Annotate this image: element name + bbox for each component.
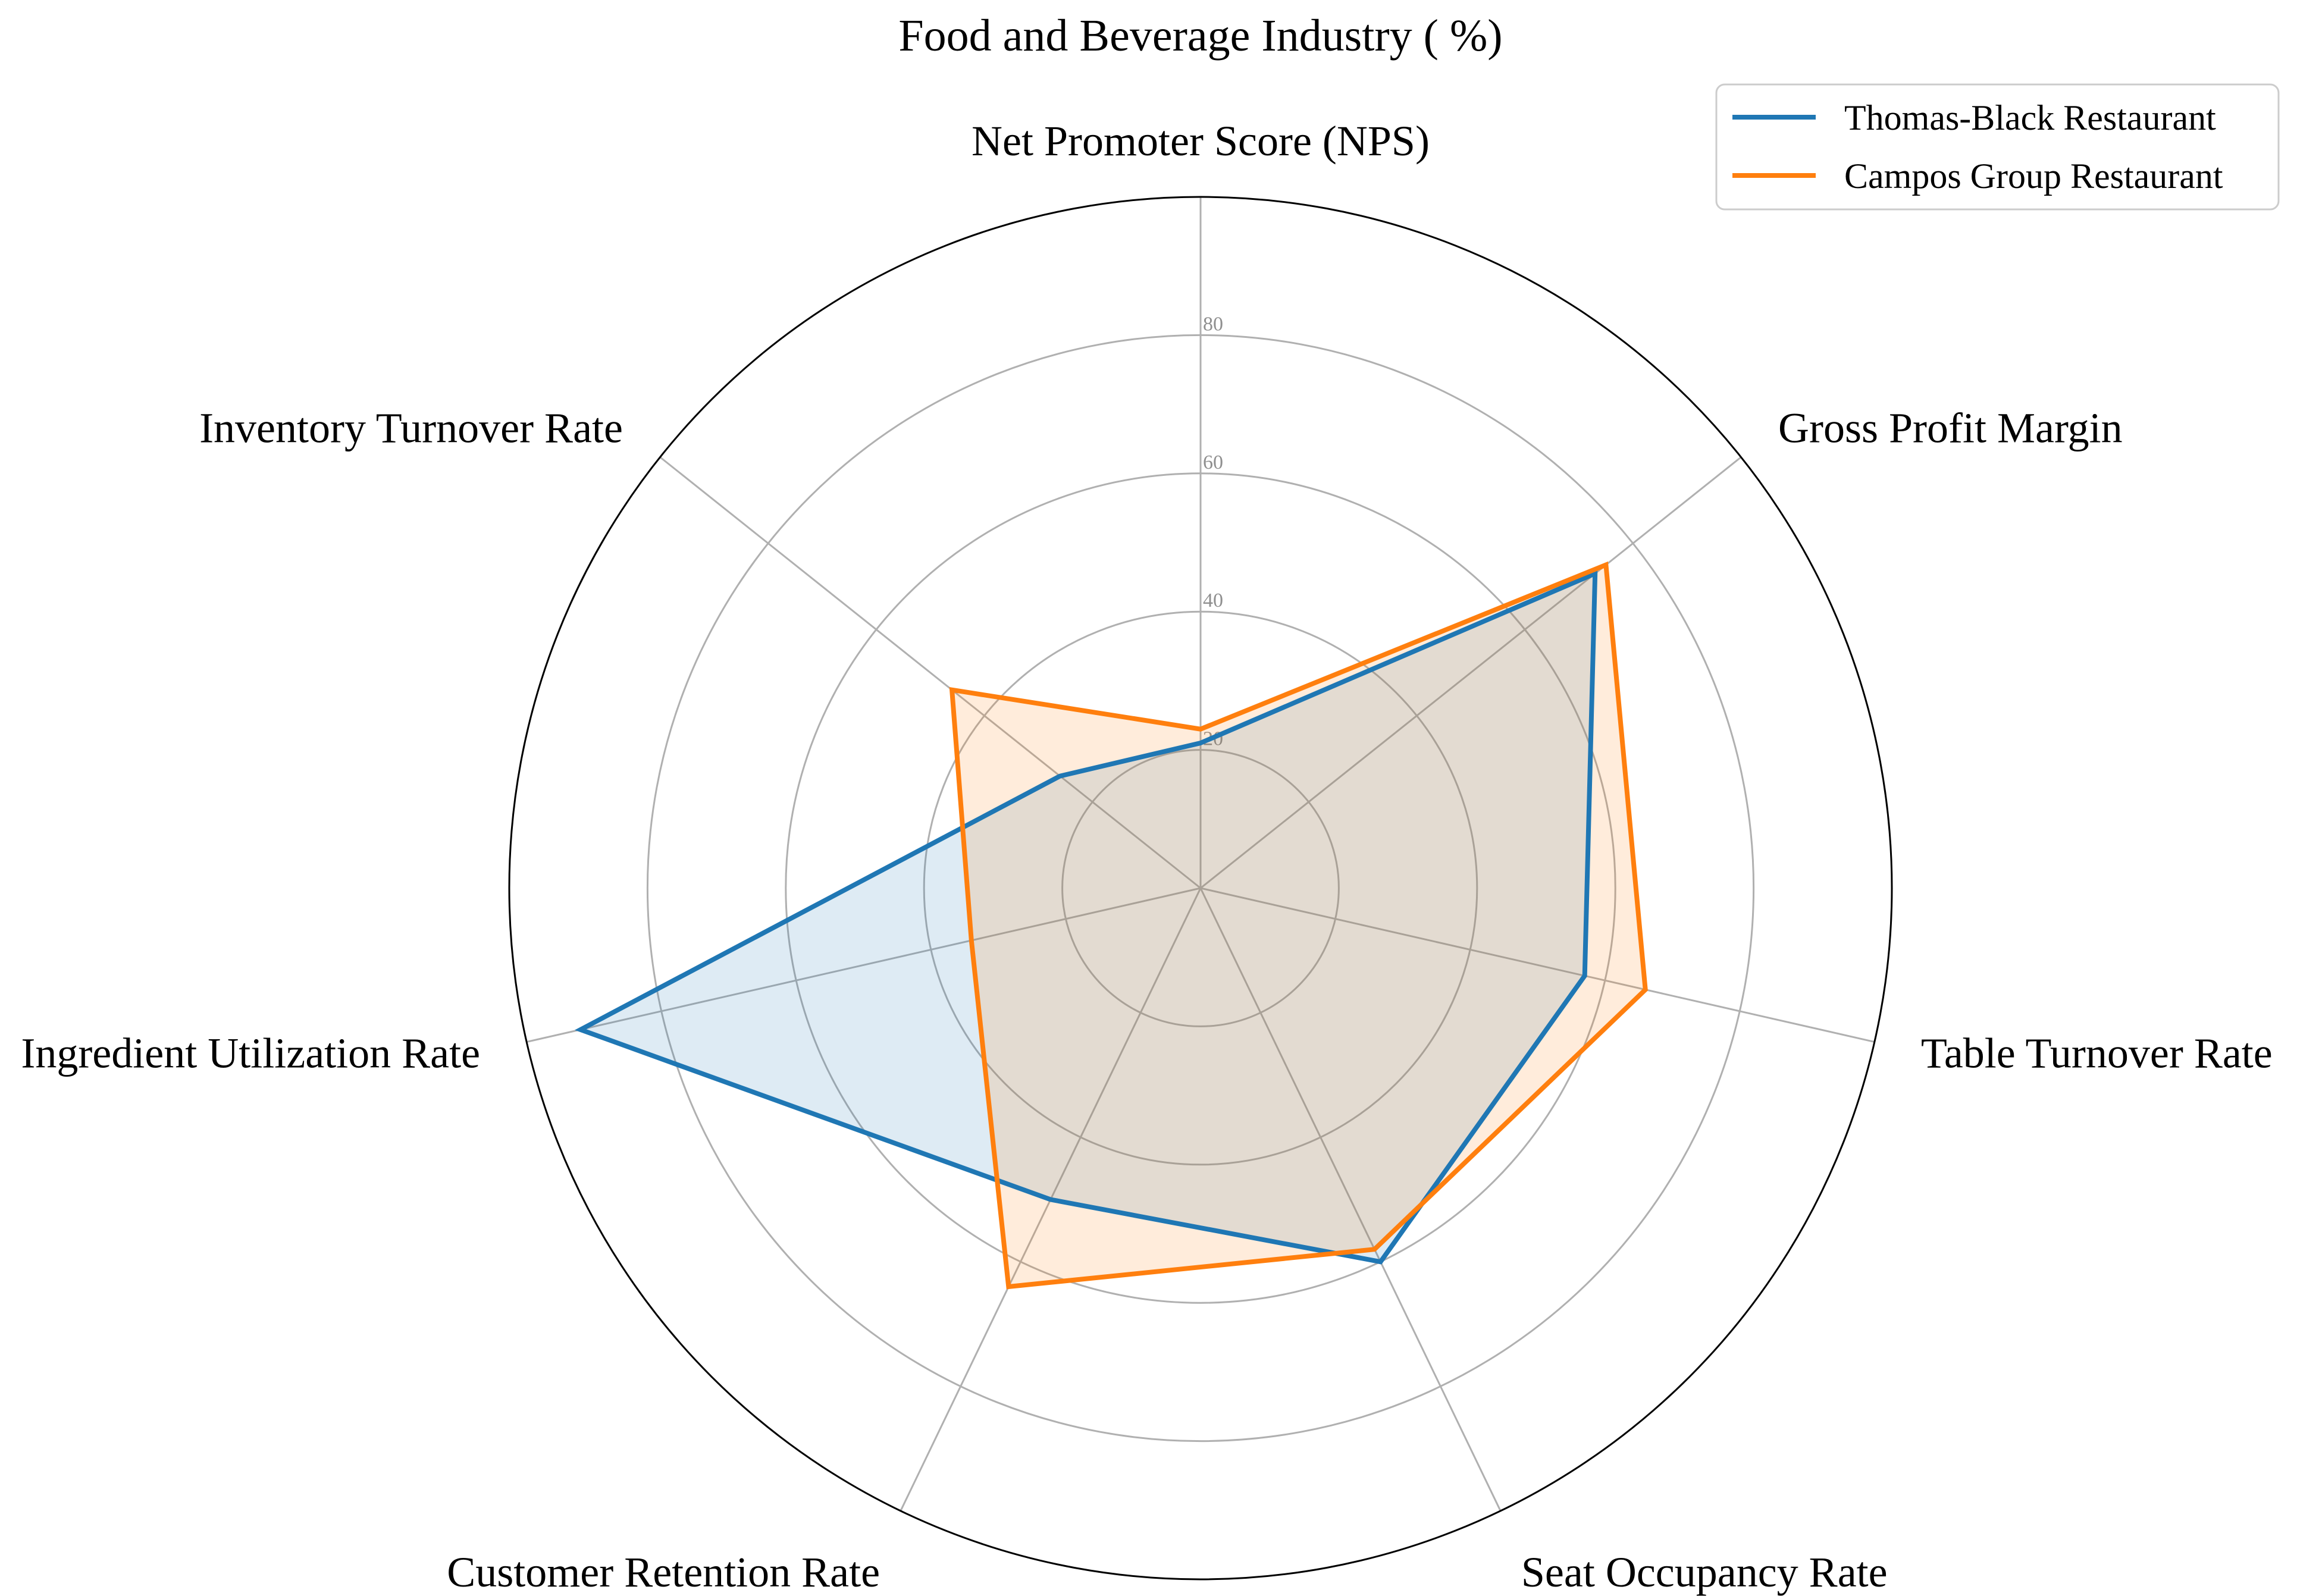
data-point bbox=[1644, 988, 1647, 991]
data-point bbox=[1583, 974, 1586, 977]
data-point bbox=[1373, 1248, 1376, 1251]
data-point bbox=[1007, 1285, 1010, 1288]
data-point bbox=[1199, 728, 1202, 730]
data-point bbox=[1049, 1198, 1052, 1201]
legend-frame bbox=[1715, 83, 2280, 211]
radar-series bbox=[574, 561, 1648, 1290]
legend-label-campos-group: Campos Group Restaurant bbox=[1844, 156, 2223, 196]
axis-labels: Net Promoter Score (NPS) Gross Profit Mar… bbox=[21, 117, 2272, 1596]
category-label: Seat Occupancy Rate bbox=[1521, 1548, 1888, 1596]
legend-label-thomas-black: Thomas-Black Restaurant bbox=[1844, 98, 2216, 137]
category-label: Customer Retention Rate bbox=[447, 1548, 880, 1596]
data-point bbox=[579, 1028, 582, 1031]
spoke-6 bbox=[659, 456, 1201, 889]
data-point bbox=[1058, 775, 1061, 777]
radial-tick-label: 40 bbox=[1203, 590, 1223, 612]
radial-tick-label: 80 bbox=[1203, 313, 1223, 335]
data-point bbox=[1605, 563, 1607, 566]
spoke-3 bbox=[1199, 888, 1502, 1512]
legend: Thomas-Black Restaurant Campos Group Res… bbox=[1715, 83, 2280, 211]
category-label: Gross Profit Margin bbox=[1778, 405, 2123, 452]
data-point bbox=[1199, 742, 1202, 744]
data-point bbox=[1379, 1261, 1382, 1263]
category-label: Table Turnover Rate bbox=[1921, 1029, 2273, 1077]
category-label: Inventory Turnover Rate bbox=[199, 405, 623, 452]
series-area-0 bbox=[580, 573, 1596, 1262]
category-label: Net Promoter Score (NPS) bbox=[972, 117, 1430, 165]
series-line-0 bbox=[574, 569, 1598, 1265]
spoke-2 bbox=[1200, 887, 1875, 1043]
data-point bbox=[951, 688, 954, 691]
chart-title: Food and Beverage Industry ( %) bbox=[898, 11, 1502, 61]
category-label: Ingredient Utilization Rate bbox=[21, 1029, 480, 1077]
radial-tick-label: 60 bbox=[1203, 451, 1223, 474]
series-area-1 bbox=[952, 565, 1646, 1287]
series-line-1 bbox=[949, 561, 1648, 1290]
data-point bbox=[1594, 572, 1597, 575]
spoke-5 bbox=[526, 887, 1201, 1043]
data-point bbox=[970, 939, 973, 942]
spoke-1 bbox=[1200, 456, 1742, 889]
outer-frame bbox=[508, 196, 1893, 1581]
